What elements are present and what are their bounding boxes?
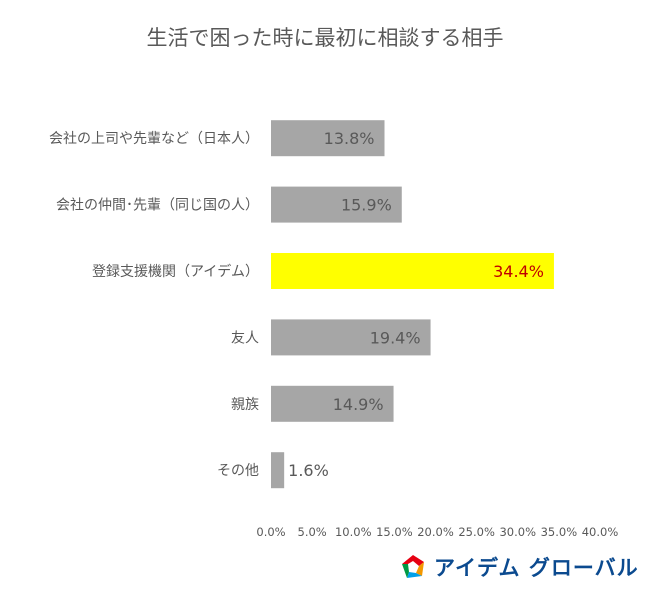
value-label-5: 1.6% [288, 461, 329, 480]
x-tick-4: 20.0% [417, 525, 454, 539]
bars-layer [271, 120, 554, 489]
value-labels: 13.8% 15.9% 34.4% 19.4% 14.9% 1.6% [288, 129, 544, 480]
x-tick-3: 15.0% [376, 525, 413, 539]
bar-4 [271, 385, 394, 422]
x-tick-8: 40.0% [582, 525, 619, 539]
x-axis-ticks: 0.0% 5.0% 10.0% 15.0% 20.0% 25.0% 30.0% 35.0% 40… [256, 525, 618, 539]
chart-title: 生活で困った時に最初に相談する相手 [146, 26, 504, 50]
category-label-1: 会社の仲間･先輩（同じ国の人） [56, 198, 259, 214]
value-label-3: 19.4% [370, 328, 421, 347]
x-tick-7: 35.0% [541, 525, 578, 539]
value-label-2: 34.4% [493, 262, 544, 281]
bar-3 [271, 319, 431, 356]
bar-1 [271, 186, 402, 223]
category-label-2: 登録支援機関（アイデム） [92, 263, 259, 280]
logo-text: アイデム グローバル [434, 556, 639, 580]
bar-0 [271, 120, 385, 157]
value-label-0: 13.8% [324, 129, 375, 148]
value-label-1: 15.9% [341, 196, 392, 215]
x-tick-6: 30.0% [499, 525, 536, 539]
x-tick-1: 5.0% [298, 525, 327, 539]
bar-5 [271, 452, 285, 489]
category-label-5: その他 [217, 463, 259, 479]
category-labels: 会社の上司や先輩など（日本人） 会社の仲間･先輩（同じ国の人） 登録支援機関（アイデ… [49, 131, 259, 479]
category-label-3: 友人 [231, 330, 259, 346]
x-tick-0: 0.0% [256, 525, 285, 539]
value-label-4: 14.9% [333, 395, 384, 414]
company-logo: アイデム グローバル [398, 550, 638, 586]
bar-2 [271, 253, 554, 289]
category-label-0: 会社の上司や先輩など（日本人） [49, 131, 259, 147]
category-label-4: 親族 [231, 397, 259, 413]
x-tick-2: 10.0% [335, 525, 372, 539]
logo-mark-icon [402, 555, 424, 578]
x-tick-5: 25.0% [458, 525, 495, 539]
